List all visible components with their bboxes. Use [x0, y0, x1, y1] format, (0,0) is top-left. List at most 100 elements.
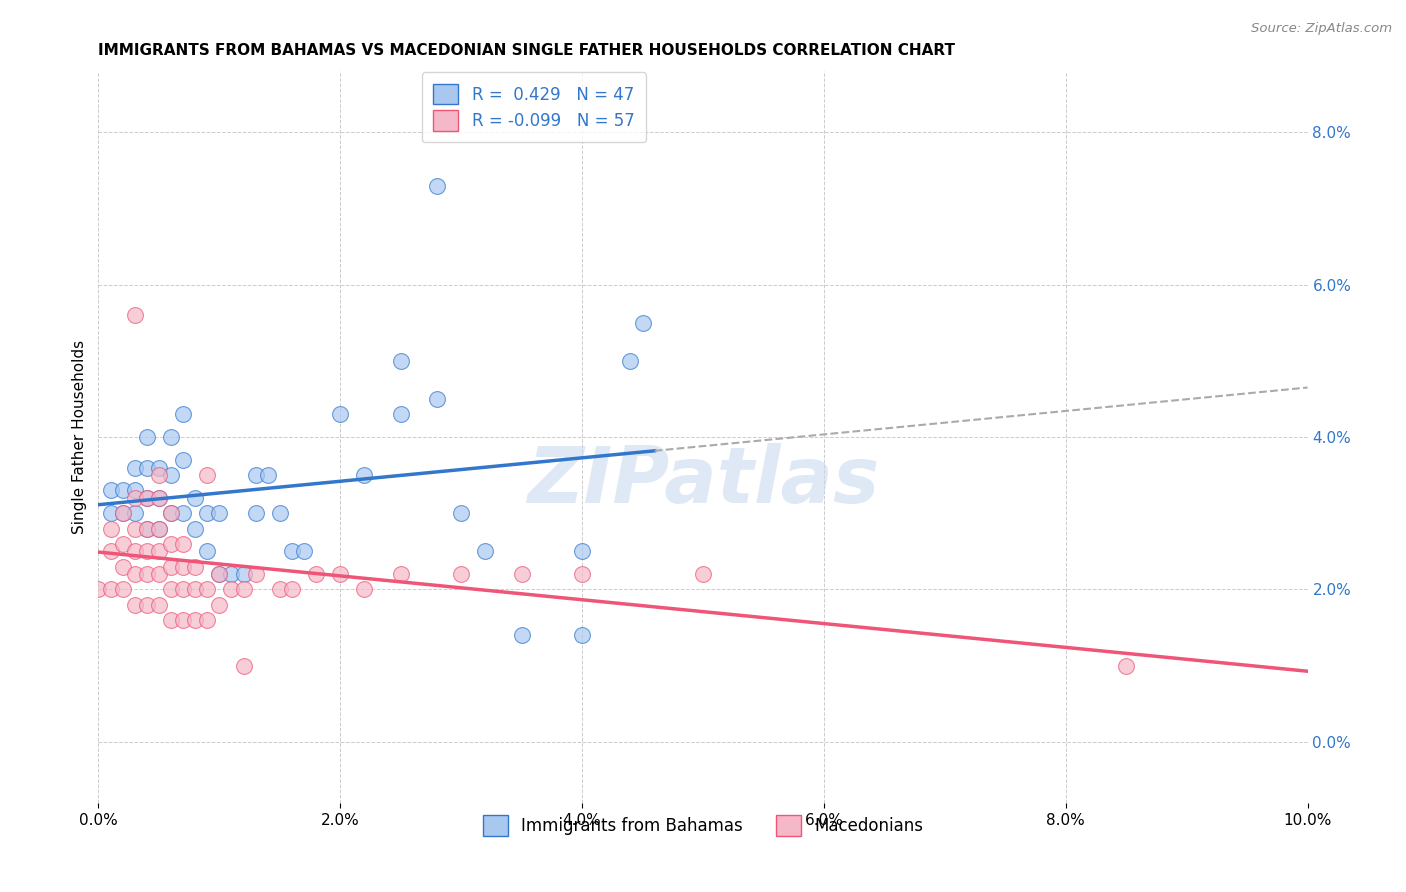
Point — [195, 468, 218, 483]
Point — [135, 430, 157, 444]
Point — [389, 354, 412, 368]
Point — [245, 468, 267, 483]
Point — [245, 567, 267, 582]
Point — [111, 537, 134, 551]
Point — [172, 506, 194, 520]
Text: ZIPatlas: ZIPatlas — [527, 443, 879, 519]
Point — [232, 582, 254, 597]
Point — [208, 598, 231, 612]
Point — [631, 316, 654, 330]
Point — [426, 178, 449, 193]
Point — [135, 567, 157, 582]
Point — [160, 506, 183, 520]
Text: IMMIGRANTS FROM BAHAMAS VS MACEDONIAN SINGLE FATHER HOUSEHOLDS CORRELATION CHART: IMMIGRANTS FROM BAHAMAS VS MACEDONIAN SI… — [98, 43, 956, 58]
Point — [172, 559, 194, 574]
Point — [426, 392, 449, 406]
Point — [111, 582, 134, 597]
Point — [571, 567, 593, 582]
Point — [510, 628, 533, 642]
Point — [292, 544, 315, 558]
Point — [148, 491, 170, 505]
Point — [148, 460, 170, 475]
Point — [160, 537, 183, 551]
Point — [135, 491, 157, 505]
Point — [148, 521, 170, 535]
Point — [148, 544, 170, 558]
Point — [172, 453, 194, 467]
Point — [184, 521, 207, 535]
Point — [195, 506, 218, 520]
Point — [281, 544, 304, 558]
Point — [111, 506, 134, 520]
Point — [135, 491, 157, 505]
Point — [692, 567, 714, 582]
Point — [100, 506, 122, 520]
Point — [353, 468, 375, 483]
Point — [232, 567, 254, 582]
Point — [124, 308, 146, 322]
Point — [135, 521, 157, 535]
Point — [160, 613, 183, 627]
Point — [269, 582, 291, 597]
Point — [160, 582, 183, 597]
Point — [474, 544, 496, 558]
Point — [195, 582, 218, 597]
Point — [135, 460, 157, 475]
Point — [195, 613, 218, 627]
Point — [100, 483, 122, 498]
Point — [208, 506, 231, 520]
Point — [571, 628, 593, 642]
Legend: Immigrants from Bahamas, Macedonians: Immigrants from Bahamas, Macedonians — [472, 805, 934, 846]
Point — [245, 506, 267, 520]
Point — [111, 506, 134, 520]
Point — [221, 567, 243, 582]
Point — [160, 506, 183, 520]
Y-axis label: Single Father Households: Single Father Households — [72, 340, 87, 534]
Point — [184, 491, 207, 505]
Point — [619, 354, 641, 368]
Point — [160, 430, 183, 444]
Text: Source: ZipAtlas.com: Source: ZipAtlas.com — [1251, 22, 1392, 36]
Point — [305, 567, 328, 582]
Point — [195, 544, 218, 558]
Point — [124, 460, 146, 475]
Point — [160, 468, 183, 483]
Point — [124, 491, 146, 505]
Point — [100, 544, 122, 558]
Point — [172, 613, 194, 627]
Point — [510, 567, 533, 582]
Point — [124, 483, 146, 498]
Point — [329, 407, 352, 421]
Point — [124, 506, 146, 520]
Point — [148, 521, 170, 535]
Point — [124, 567, 146, 582]
Point — [172, 407, 194, 421]
Point — [148, 598, 170, 612]
Point — [135, 521, 157, 535]
Point — [389, 407, 412, 421]
Point — [571, 544, 593, 558]
Point — [329, 567, 352, 582]
Point — [353, 582, 375, 597]
Point — [124, 521, 146, 535]
Point — [100, 582, 122, 597]
Point — [281, 582, 304, 597]
Point — [269, 506, 291, 520]
Point — [184, 613, 207, 627]
Point — [221, 582, 243, 597]
Point — [208, 567, 231, 582]
Point — [148, 491, 170, 505]
Point — [160, 559, 183, 574]
Point — [135, 598, 157, 612]
Point — [100, 521, 122, 535]
Point — [184, 582, 207, 597]
Point — [124, 598, 146, 612]
Point — [208, 567, 231, 582]
Point — [450, 567, 472, 582]
Point — [232, 658, 254, 673]
Point — [135, 544, 157, 558]
Point — [124, 544, 146, 558]
Point — [111, 559, 134, 574]
Point — [450, 506, 472, 520]
Point — [148, 567, 170, 582]
